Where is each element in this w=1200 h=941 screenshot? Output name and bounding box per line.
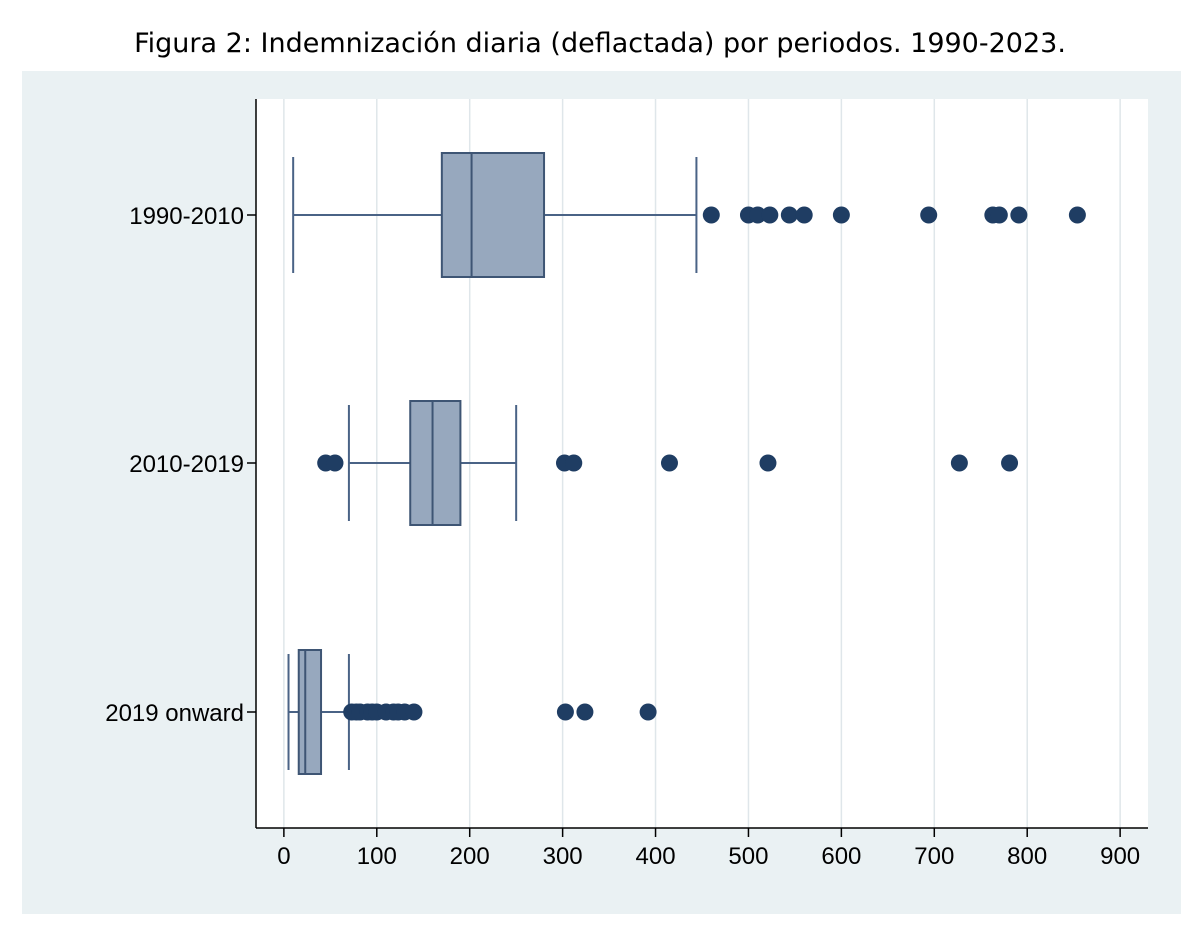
- outlier-point: [702, 206, 720, 224]
- outlier-point: [990, 206, 1008, 224]
- outlier-point: [1068, 206, 1086, 224]
- iqr-box: [440, 152, 546, 278]
- chart-panel: 0 100 200 300 400 500 600 700 800 900 1990-2010 201…: [22, 71, 1181, 914]
- outlier-point: [795, 206, 813, 224]
- outlier-point: [660, 454, 678, 472]
- x-tick-label: 0: [277, 843, 290, 870]
- outlier-point: [950, 454, 968, 472]
- y-tick-label: 1990-2010: [129, 203, 244, 230]
- outlier-point: [565, 454, 583, 472]
- tick-labels: 0 100 200 300 400 500 600 700 800 900 1990-2010 201…: [105, 203, 1140, 870]
- outlier-point: [576, 703, 594, 721]
- x-tick-label: 900: [1100, 843, 1140, 870]
- x-tick-label: 200: [450, 843, 490, 870]
- outlier-point: [761, 206, 779, 224]
- x-tick-label: 600: [821, 843, 861, 870]
- x-tick-label: 500: [728, 843, 768, 870]
- outlier-point: [759, 454, 777, 472]
- outlier-point: [780, 206, 798, 224]
- iqr-box: [297, 649, 323, 775]
- axes: [247, 99, 1148, 837]
- outlier-point: [1010, 206, 1028, 224]
- x-tick-label: 800: [1007, 843, 1047, 870]
- box-2019-onward: [287, 649, 657, 775]
- y-tick-label: 2010-2019: [129, 451, 244, 478]
- x-tick-label: 300: [543, 843, 583, 870]
- outlier-point: [1001, 454, 1019, 472]
- box-plot-chart: 0 100 200 300 400 500 600 700 800 900 1990-2010 201…: [105, 99, 1148, 870]
- outlier-point: [405, 703, 423, 721]
- y-tick-label: 2019 onward: [105, 700, 244, 727]
- box-2010-2019: [317, 400, 1019, 526]
- outlier-point: [639, 703, 657, 721]
- outlier-point: [326, 454, 344, 472]
- iqr-box: [409, 400, 462, 526]
- outlier-point: [749, 206, 767, 224]
- outlier-point: [832, 206, 850, 224]
- figure-title: Figura 2: Indemnización diaria (deflacta…: [134, 28, 1066, 59]
- x-tick-label: 700: [914, 843, 954, 870]
- box-1990-2010: [292, 152, 1086, 278]
- x-tick-label: 100: [357, 843, 397, 870]
- outlier-point: [920, 206, 938, 224]
- boxes: [287, 152, 1086, 775]
- x-tick-label: 400: [636, 843, 676, 870]
- outlier-point: [556, 703, 574, 721]
